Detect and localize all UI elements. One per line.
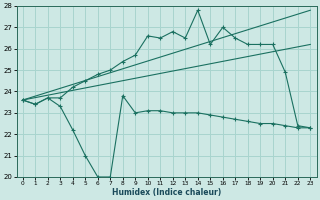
X-axis label: Humidex (Indice chaleur): Humidex (Indice chaleur) (112, 188, 221, 197)
